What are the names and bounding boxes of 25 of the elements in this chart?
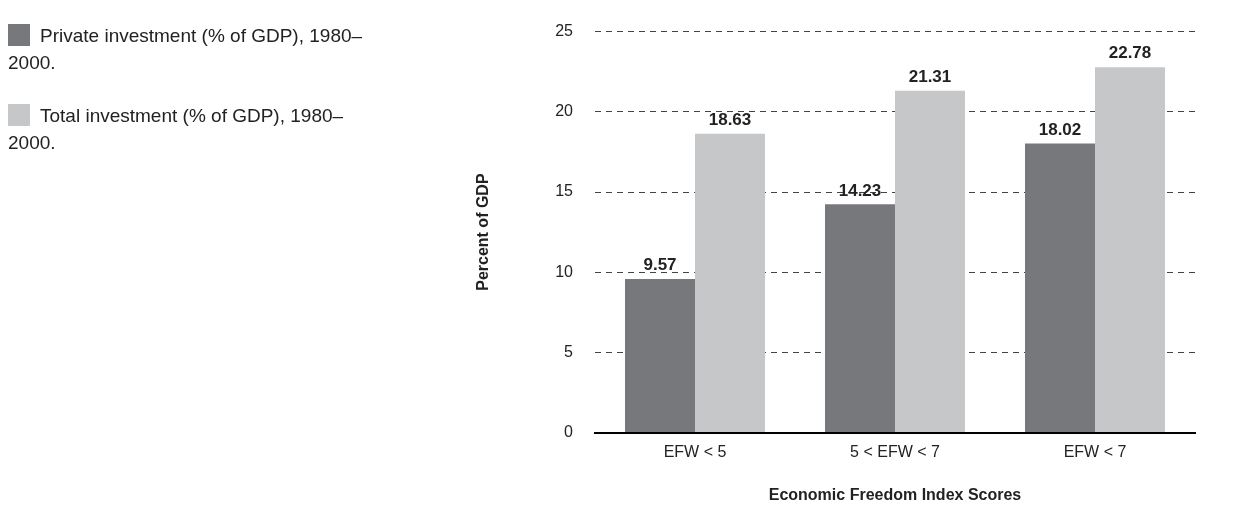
y-tick-label: 25	[555, 22, 574, 40]
x-axis-title: Economic Freedom Index Scores	[768, 485, 1022, 503]
legend-label: Private investment (% of GDP), 1980–2000.	[8, 24, 364, 75]
legend-label: Total investment (% of GDP), 1980–2000.	[8, 104, 345, 155]
y-tick-label: 10	[555, 262, 574, 280]
data-label: 18.63	[708, 109, 752, 129]
y-tick-label: 15	[555, 182, 574, 200]
data-label: 14.23	[838, 180, 882, 200]
bar	[895, 90, 965, 433]
data-label: 9.57	[643, 255, 677, 275]
y-tick-label: 20	[555, 102, 574, 120]
y-tick-label: 5	[564, 342, 574, 360]
y-axis-title: Percent of GDP	[474, 173, 492, 291]
data-label: 22.78	[1108, 43, 1152, 63]
bar	[695, 133, 765, 433]
data-label: 18.02	[1038, 119, 1082, 139]
x-tick-label: EFW < 5	[663, 442, 727, 460]
data-label: 21.31	[908, 66, 952, 86]
bar	[1095, 67, 1165, 433]
bar	[1025, 143, 1095, 433]
bar	[825, 204, 895, 433]
bar	[625, 279, 695, 433]
x-tick-label: 5 < EFW < 7	[850, 442, 941, 460]
y-tick-label: 0	[564, 423, 574, 441]
x-tick-label: EFW < 7	[1063, 442, 1127, 460]
